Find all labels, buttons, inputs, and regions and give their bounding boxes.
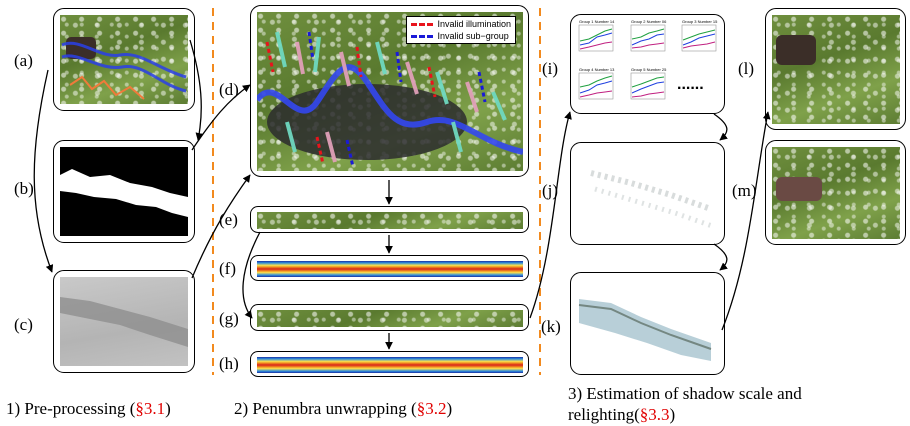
mini-plot-1	[578, 24, 614, 52]
mini-plot-title-3: Group 3 Number 15	[682, 19, 718, 24]
unwrapped-strip-e	[257, 212, 523, 229]
gray-shadow-band	[60, 297, 188, 347]
plots-ellipsis: ......	[677, 76, 704, 93]
caption-1-ref[interactable]: §3.1	[135, 399, 166, 418]
mini-plot-4	[578, 72, 614, 100]
caption-1-end: )	[165, 399, 171, 418]
panel-b	[53, 140, 195, 243]
arrow-k-to-l	[721, 111, 771, 331]
mini-plot-2	[630, 24, 666, 52]
panel-f	[250, 255, 529, 281]
panel-j	[570, 142, 725, 245]
panel-m	[765, 140, 906, 245]
caption-3-end: )	[669, 405, 676, 424]
arrow-g-to-i	[529, 111, 572, 319]
arrow-b-to-d	[191, 84, 251, 151]
legend-box: Invalid illumination Invalid sub−group	[406, 16, 516, 44]
caption-estimation: 3) Estimation of shadow scale and religh…	[568, 383, 802, 425]
arrow-a-to-b	[189, 39, 204, 141]
caption-3-line2: relighting(§3.3)	[568, 404, 802, 425]
label-g: (g)	[219, 309, 239, 328]
panel-h	[250, 351, 529, 377]
caption-3-ref[interactable]: §3.3	[639, 405, 670, 424]
arrow-a-to-c	[33, 69, 54, 273]
label-c: (c)	[14, 315, 33, 334]
label-k: (k)	[541, 317, 561, 336]
legend-label-illumination: Invalid illumination	[437, 19, 511, 29]
result-image-l	[772, 15, 900, 124]
relit-band-image	[578, 299, 712, 361]
mini-plot-title-1: Group 1 Number 14	[579, 19, 615, 24]
label-j: (j)	[542, 181, 559, 200]
label-d: (d)	[219, 80, 239, 99]
binary-mask-image	[60, 147, 188, 236]
label-h: (h)	[219, 354, 239, 373]
object-m	[776, 177, 822, 201]
panel-e	[250, 206, 529, 233]
caption-3-text: relighting(	[568, 405, 640, 424]
label-f: (f)	[219, 259, 236, 278]
label-l: (l)	[738, 59, 755, 78]
penumbra-overlay	[257, 31, 523, 168]
heatmap-strip-h	[257, 357, 523, 373]
grayscale-image	[60, 277, 188, 366]
mini-plot-5	[630, 72, 666, 100]
arrow-e-to-g	[242, 231, 261, 319]
mini-plot-title-2: Group 2 Number 06	[631, 19, 667, 24]
legend-item-illumination: Invalid illumination	[411, 18, 511, 30]
unwrapped-strip-g	[257, 310, 523, 327]
caption-2-end: )	[446, 399, 453, 418]
label-m: (m)	[732, 181, 757, 200]
panel-d: Invalid illumination Invalid sub−group	[250, 5, 529, 177]
arrow-c-to-d	[191, 174, 251, 279]
arrow-j-to-k	[713, 243, 728, 271]
arrow-i-to-j	[713, 113, 728, 141]
shadow-trace-overlay	[61, 37, 187, 100]
caption-3-line1: 3) Estimation of shadow scale and	[568, 384, 802, 403]
mini-plot-title-5: Group 5 Number 25	[631, 67, 667, 72]
legend-item-subgroup: Invalid sub−group	[411, 30, 511, 42]
small-plots-grid: Group 1 Number 14 Group 2 Number 06 Grou…	[578, 19, 718, 100]
label-i: (i)	[542, 59, 559, 78]
panel-i: Group 1 Number 14 Group 2 Number 06 Grou…	[570, 14, 725, 114]
caption-2-ref[interactable]: §3.2	[416, 399, 447, 418]
mini-plot-3	[681, 24, 717, 52]
mask-band	[60, 169, 188, 217]
legend-swatch-illumination	[411, 23, 434, 27]
panel-l	[765, 8, 906, 130]
object-l	[776, 35, 816, 65]
label-a: (a)	[14, 51, 33, 70]
caption-1-text: 1) Pre-processing (	[6, 399, 136, 418]
panel-a	[53, 8, 195, 111]
mini-plot-title-4: Group 4 Number 13	[579, 67, 615, 72]
caption-preprocessing: 1) Pre-processing (§3.1)	[6, 398, 171, 419]
legend-label-subgroup: Invalid sub−group	[437, 31, 509, 41]
panel-g	[250, 304, 529, 331]
caption-penumbra: 2) Penumbra unwrapping (§3.2)	[234, 398, 452, 419]
legend-swatch-subgroup	[411, 35, 434, 39]
caption-2-text: 2) Penumbra unwrapping (	[234, 399, 417, 418]
panel-c	[53, 270, 195, 373]
label-b: (b)	[14, 179, 34, 198]
heatmap-strip-f	[257, 261, 523, 277]
